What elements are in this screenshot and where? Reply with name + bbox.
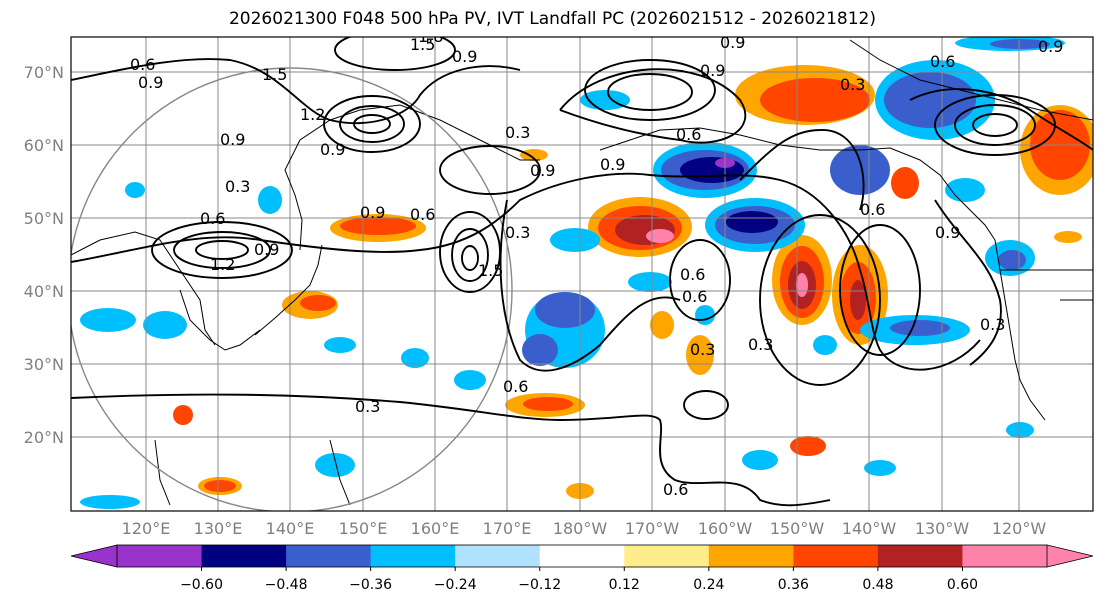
- colorbar-segment: [117, 545, 203, 567]
- contour-label: 0.9: [720, 33, 745, 52]
- lon-label: 130°E: [194, 519, 243, 538]
- colorbar: −0.60 −0.48 −0.36 −0.24 −0.12 0.12 0.24 0.36 0.4…: [70, 544, 1094, 593]
- lat-label-40: 40°N: [24, 282, 64, 301]
- coastlines: [71, 39, 1093, 506]
- contour-label: 1.2: [210, 255, 235, 274]
- colorbar-tick-label: 0.48: [862, 577, 893, 593]
- lon-label: 140°W: [842, 519, 897, 538]
- contour-label: 1.2: [300, 105, 325, 124]
- colorbar-extend-right: [1046, 544, 1094, 568]
- contour-label: 0.6: [676, 125, 701, 144]
- contour-label: 0.6: [130, 55, 155, 74]
- contour-label: 0.3: [690, 340, 715, 359]
- colorbar-ticks: −0.60 −0.48 −0.36 −0.24 −0.12 0.12 0.24 0.36 0.4…: [180, 567, 978, 593]
- contour-label: 0.3: [840, 75, 865, 94]
- range-ring: [71, 67, 513, 511]
- contour-label: 0.9: [220, 130, 245, 149]
- lat-label-50: 50°N: [24, 209, 64, 228]
- contour-label: 0.6: [682, 287, 707, 306]
- contour-label: 0.9: [600, 155, 625, 174]
- colorbar-segment: [962, 545, 1048, 567]
- colorbar-tick-label: −0.36: [349, 577, 392, 593]
- colorbar-segment: [624, 545, 710, 567]
- pv-contours: [71, 37, 1093, 507]
- contour-label: 1.5: [410, 35, 435, 54]
- contour-label: 0.6: [503, 377, 528, 396]
- lat-label-60: 60°N: [24, 136, 64, 155]
- lat-label-70: 70°N: [24, 63, 64, 82]
- colorbar-segment: [455, 545, 541, 567]
- lon-label: 180°W: [553, 519, 608, 538]
- graticule: [71, 37, 1093, 511]
- colorbar-segment: [877, 545, 963, 567]
- contour-label: 0.6: [930, 52, 955, 71]
- lon-label: 170°W: [625, 519, 680, 538]
- lon-label: 130°W: [915, 519, 970, 538]
- colorbar-tick-label: −0.12: [518, 577, 561, 593]
- colorbar-tick-label: 0.12: [609, 577, 640, 593]
- contour-label: 0.9: [1038, 37, 1063, 56]
- contour-label: 0.9: [530, 161, 555, 180]
- longitude-labels: 120°E 130°E 140°E 150°E 160°E 170°E 180°…: [122, 519, 1047, 538]
- colorbar-tick-label: 0.60: [947, 577, 978, 593]
- lat-label-20: 20°N: [24, 428, 64, 447]
- contour-label: 0.3: [748, 335, 773, 354]
- colorbar-tick-label: −0.48: [265, 577, 308, 593]
- colorbar-tick-label: −0.60: [180, 577, 223, 593]
- colorbar-segment: [539, 545, 625, 567]
- contour-label: 1.5: [478, 261, 503, 280]
- contour-label: 0.9: [254, 240, 279, 259]
- contour-label: 1.5: [262, 65, 287, 84]
- contour-label: 0.3: [505, 223, 530, 242]
- lon-label: 160°W: [698, 519, 753, 538]
- lon-label: 170°E: [483, 519, 532, 538]
- colorbar-segment: [370, 545, 456, 567]
- contour-label: 0.3: [505, 123, 530, 142]
- latitude-labels: 70°N 60°N 50°N 40°N 30°N 20°N: [24, 63, 64, 447]
- contour-label: 0.6: [663, 480, 688, 499]
- lat-label-30: 30°N: [24, 355, 64, 374]
- colorbar-tick-label: 0.24: [693, 577, 724, 593]
- lon-label: 150°E: [339, 519, 388, 538]
- colorbar-tick-label: 0.36: [778, 577, 809, 593]
- contour-labels: 0.6 0.9 1.5 1.8 1.5 0.9 0.9 0.9 0.6 0.9 …: [130, 27, 1063, 499]
- contour-label: 0.6: [680, 265, 705, 284]
- contour-label: 0.6: [860, 200, 885, 219]
- contour-label: 0.9: [935, 223, 960, 242]
- contour-label: 0.9: [700, 61, 725, 80]
- map-title: 2026021300 F048 500 hPa PV, IVT Landfall…: [228, 9, 876, 29]
- map-frame: [70, 36, 1094, 512]
- colorbar-frame: [116, 544, 1048, 568]
- colorbar-tick-label: −0.24: [434, 577, 477, 593]
- contour-label: 0.3: [225, 177, 250, 196]
- ivt-shading: [80, 37, 1093, 509]
- contour-label: 0.3: [980, 315, 1005, 334]
- lon-label: 120°E: [122, 519, 171, 538]
- contour-label: 1.8: [418, 27, 443, 46]
- contour-label: 0.9: [320, 140, 345, 159]
- lon-label: 150°W: [770, 519, 825, 538]
- map-area: 0.6 0.9 1.5 1.8 1.5 0.9 0.9 0.9 0.6 0.9 …: [71, 27, 1093, 511]
- contour-label: 0.6: [410, 205, 435, 224]
- contour-label: 0.9: [360, 203, 385, 222]
- colorbar-segment: [286, 545, 372, 567]
- contour-label: 0.9: [138, 73, 163, 92]
- colorbar-segment: [793, 545, 879, 567]
- colorbar-segment: [708, 545, 794, 567]
- contour-label: 0.9: [452, 47, 477, 66]
- colorbar-extend-left: [70, 544, 118, 568]
- contour-label: 0.6: [200, 209, 225, 228]
- lon-label: 160°E: [411, 519, 460, 538]
- lon-label: 120°W: [992, 519, 1047, 538]
- colorbar-segment: [201, 545, 287, 567]
- contour-label: 0.3: [355, 397, 380, 416]
- lon-label: 140°E: [266, 519, 315, 538]
- colorbar-segments: [117, 545, 1048, 567]
